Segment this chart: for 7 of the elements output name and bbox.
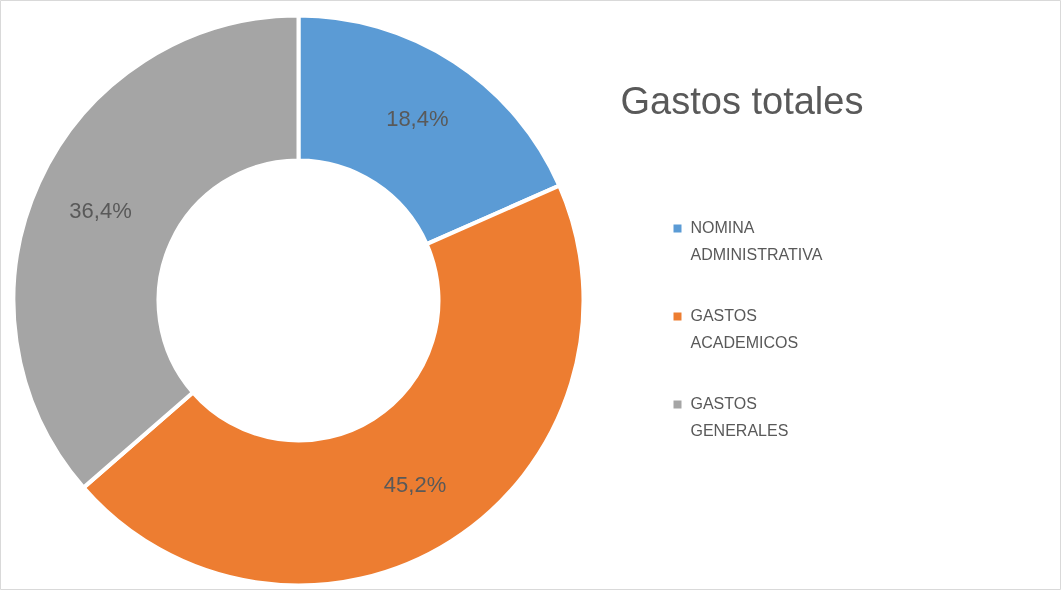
legend-label: GASTOS GENERALES — [690, 394, 789, 439]
data-label: 45,2% — [383, 471, 447, 497]
data-label: 36,4% — [69, 197, 132, 223]
legend-label: NOMINA ADMINISTRATIVA — [690, 218, 823, 263]
data-label: 18,4% — [386, 105, 449, 131]
text: Gastos totales — [620, 79, 864, 122]
legend-label: GASTOS ACADEMICOS — [690, 306, 799, 351]
